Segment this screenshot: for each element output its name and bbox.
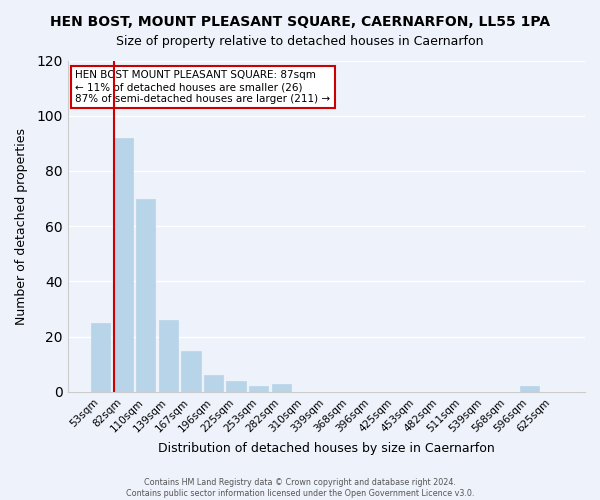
Bar	[181, 350, 200, 392]
Bar	[520, 386, 539, 392]
Bar	[91, 323, 110, 392]
Bar	[159, 320, 178, 392]
Text: Contains HM Land Registry data © Crown copyright and database right 2024.
Contai: Contains HM Land Registry data © Crown c…	[126, 478, 474, 498]
Bar	[249, 386, 268, 392]
Bar	[226, 381, 245, 392]
Y-axis label: Number of detached properties: Number of detached properties	[15, 128, 28, 324]
Text: Size of property relative to detached houses in Caernarfon: Size of property relative to detached ho…	[116, 35, 484, 48]
Bar	[272, 384, 291, 392]
Bar	[136, 198, 155, 392]
Bar	[113, 138, 133, 392]
Text: HEN BOST, MOUNT PLEASANT SQUARE, CAERNARFON, LL55 1PA: HEN BOST, MOUNT PLEASANT SQUARE, CAERNAR…	[50, 15, 550, 29]
Bar	[204, 376, 223, 392]
X-axis label: Distribution of detached houses by size in Caernarfon: Distribution of detached houses by size …	[158, 442, 494, 455]
Text: HEN BOST MOUNT PLEASANT SQUARE: 87sqm
← 11% of detached houses are smaller (26)
: HEN BOST MOUNT PLEASANT SQUARE: 87sqm ← …	[76, 70, 331, 104]
